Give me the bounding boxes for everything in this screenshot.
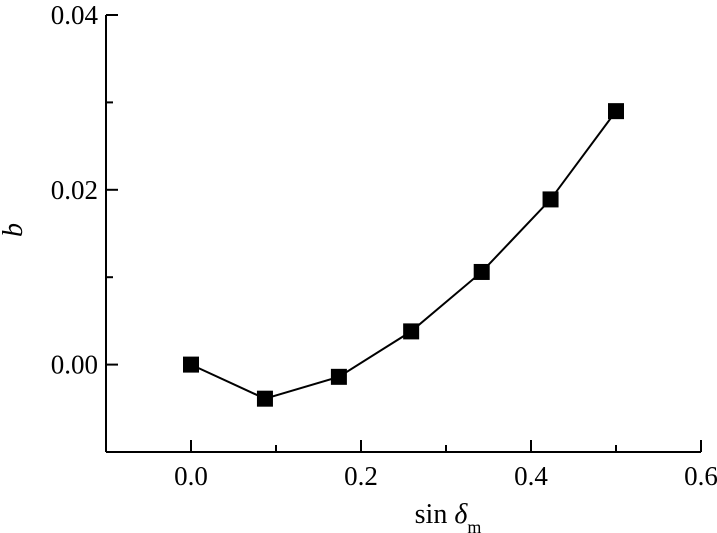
x-tick-label: 0.0: [174, 461, 208, 491]
x-axis-title-symbol: δ: [454, 499, 468, 530]
data-point-square: [403, 323, 420, 340]
axes: [105, 15, 701, 453]
data-point-square: [542, 191, 559, 208]
data-point-square: [473, 263, 490, 280]
series: [183, 103, 624, 407]
data-point-square: [608, 103, 624, 120]
y-tick-label: 0.00: [51, 350, 98, 380]
tick-labels: 0.0 0.2 0.4 0.6 0.00 0.02 0.04: [51, 0, 717, 491]
y-axis-title: b: [0, 223, 29, 237]
x-tick-label: 0.6: [684, 461, 717, 491]
data-point-square: [330, 368, 347, 385]
y-tick-label: 0.02: [51, 175, 98, 205]
data-point-square: [256, 390, 273, 407]
y-tick-label: 0.04: [51, 0, 99, 30]
ticks: [105, 14, 702, 453]
data-point-square: [183, 356, 199, 373]
x-axis-title-subscript: m: [467, 517, 481, 533]
x-axis-title: sin δm: [415, 499, 482, 533]
series-line: [190, 110, 617, 400]
x-tick-label: 0.4: [514, 461, 548, 491]
x-axis-title-main: sin: [415, 499, 455, 530]
x-tick-label: 0.2: [344, 461, 378, 491]
